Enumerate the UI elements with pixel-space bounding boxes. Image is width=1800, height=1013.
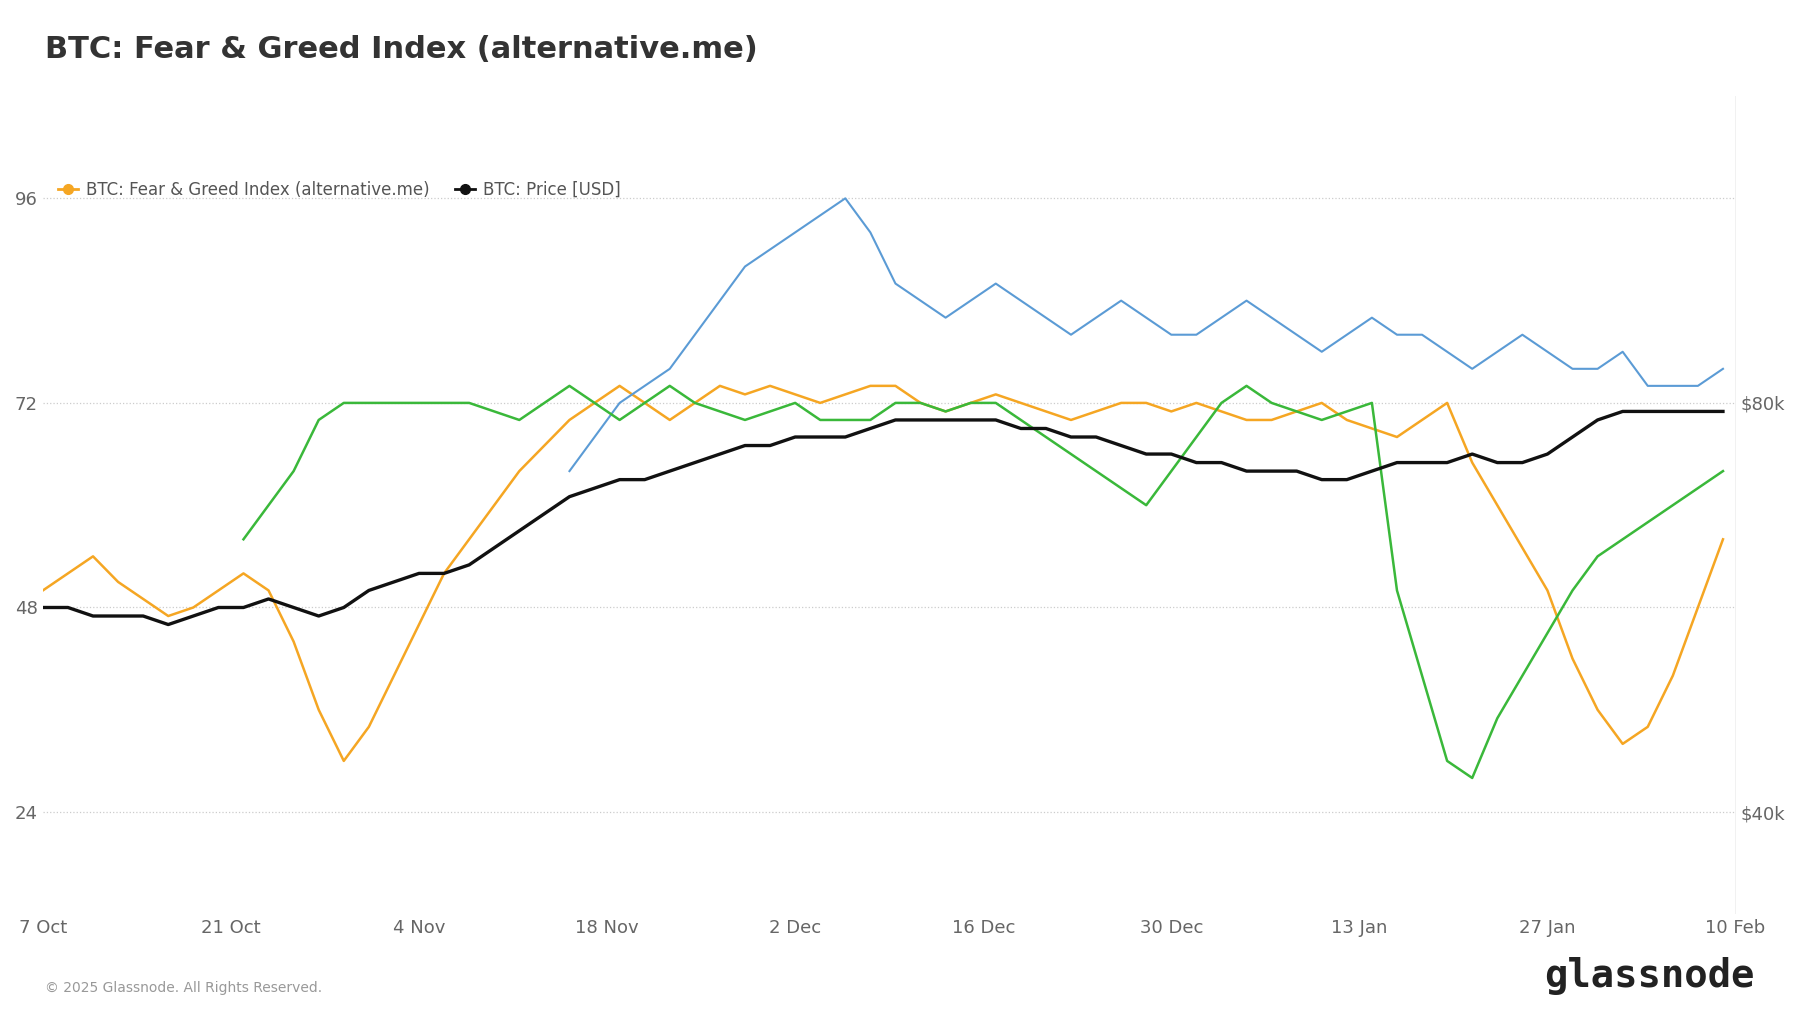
Text: BTC: Fear & Greed Index (alternative.me): BTC: Fear & Greed Index (alternative.me) [45, 35, 758, 65]
Text: © 2025 Glassnode. All Rights Reserved.: © 2025 Glassnode. All Rights Reserved. [45, 981, 322, 995]
Text: glassnode: glassnode [1544, 956, 1755, 995]
Legend: BTC: Fear & Greed Index (alternative.me), BTC: Price [USD]: BTC: Fear & Greed Index (alternative.me)… [50, 174, 628, 206]
